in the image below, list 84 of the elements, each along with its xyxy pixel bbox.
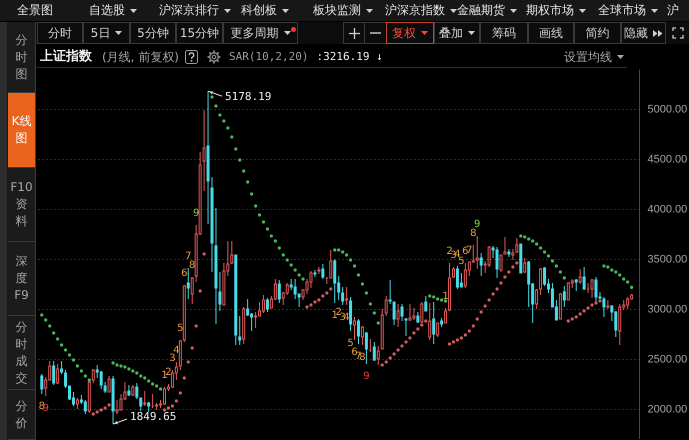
candlestick (396, 304, 400, 328)
text: 3 (169, 353, 176, 364)
candlestick (345, 286, 348, 306)
candlestick (476, 236, 479, 270)
text: 全球市场 (598, 3, 646, 18)
y-tick-label: 3500.00 (648, 254, 688, 266)
text: 板块监测 (313, 3, 361, 18)
candlestick (202, 110, 206, 192)
text: 沪深京指数 (385, 3, 445, 18)
candlestick (432, 302, 436, 344)
annotation: 5178.19 (225, 90, 272, 104)
annotation: 1849.65 (130, 410, 176, 424)
candlestick (234, 254, 238, 346)
text: 筹码 (492, 26, 516, 40)
text: 2 (336, 307, 342, 318)
text: 简约 (586, 26, 610, 40)
candlestick (392, 302, 396, 326)
text: 15分钟 (180, 26, 220, 40)
y-tick-label: 4500.00 (648, 154, 688, 166)
text: 6 (351, 347, 358, 358)
candlestick (424, 296, 428, 312)
candlestick (222, 262, 226, 306)
text: :3216.19 ↓ (316, 48, 383, 64)
chart-subtitle: (月线, 前复权) (102, 48, 179, 64)
candlestick (294, 278, 297, 300)
text: 金融期货 (457, 3, 505, 18)
text: 1 (442, 291, 449, 302)
text: 5 (458, 256, 465, 267)
candlestick (186, 268, 190, 300)
text: 7 (466, 245, 473, 256)
text: 9 (474, 219, 480, 230)
text: 深度F9 (13, 253, 30, 304)
candlestick (206, 90, 210, 224)
text: 自选股 (89, 3, 125, 18)
text: 分时成交 (14, 318, 28, 386)
text: 叠加 (439, 26, 463, 40)
candlestick (503, 236, 506, 254)
y-tick-label: 5000.00 (648, 104, 688, 116)
text: 复权 (392, 26, 416, 40)
text: 隐藏 (624, 26, 648, 40)
text: 5 (177, 323, 184, 334)
y-tick-label: 2500.00 (648, 354, 688, 366)
text: 分价 (14, 398, 28, 432)
candlestick (214, 208, 218, 324)
candlestick (460, 272, 463, 288)
y-tick-label: 4000.00 (648, 204, 688, 216)
text: 6 (462, 246, 469, 257)
candlestick (218, 272, 222, 312)
text: 5 (347, 338, 354, 349)
candlestick (480, 252, 483, 276)
y-tick-label: 3000.00 (648, 304, 688, 316)
text: 2 (446, 246, 453, 257)
text: 6 (181, 268, 188, 279)
text: F10资料 (10, 179, 33, 230)
text: 分时 (48, 26, 72, 40)
text: 沪 (667, 3, 679, 18)
text: 沪深京排行 (159, 3, 219, 18)
text: 更多周期 (230, 26, 278, 40)
chart-title: 上证指数 (40, 48, 92, 64)
y-tick-label: 2000.00 (648, 404, 688, 416)
candlestick (258, 302, 262, 316)
text: 1 (161, 370, 168, 381)
text: 7 (185, 251, 192, 262)
text: 科创板 (241, 3, 277, 18)
text: 8 (470, 228, 476, 239)
candlestick (380, 308, 384, 350)
text: 4 (173, 345, 180, 356)
text: 9 (363, 371, 370, 382)
text: 画线 (539, 26, 563, 40)
text: 5分钟 (137, 26, 169, 40)
text: 5日 (90, 26, 110, 40)
candlestick (119, 394, 122, 410)
text: 期权市场 (526, 3, 574, 18)
text: K线图 (10, 113, 32, 147)
text: 分时图 (14, 32, 28, 82)
candlestick (519, 244, 522, 274)
text: 1 (332, 310, 338, 321)
text: SAR(10,2,20) (229, 48, 308, 64)
text: 全景图 (17, 3, 53, 18)
candlestick (210, 176, 214, 272)
candlestick (329, 250, 332, 278)
candlestick (562, 286, 566, 308)
candlestick (139, 398, 142, 412)
text: 设置均线 (564, 48, 612, 64)
